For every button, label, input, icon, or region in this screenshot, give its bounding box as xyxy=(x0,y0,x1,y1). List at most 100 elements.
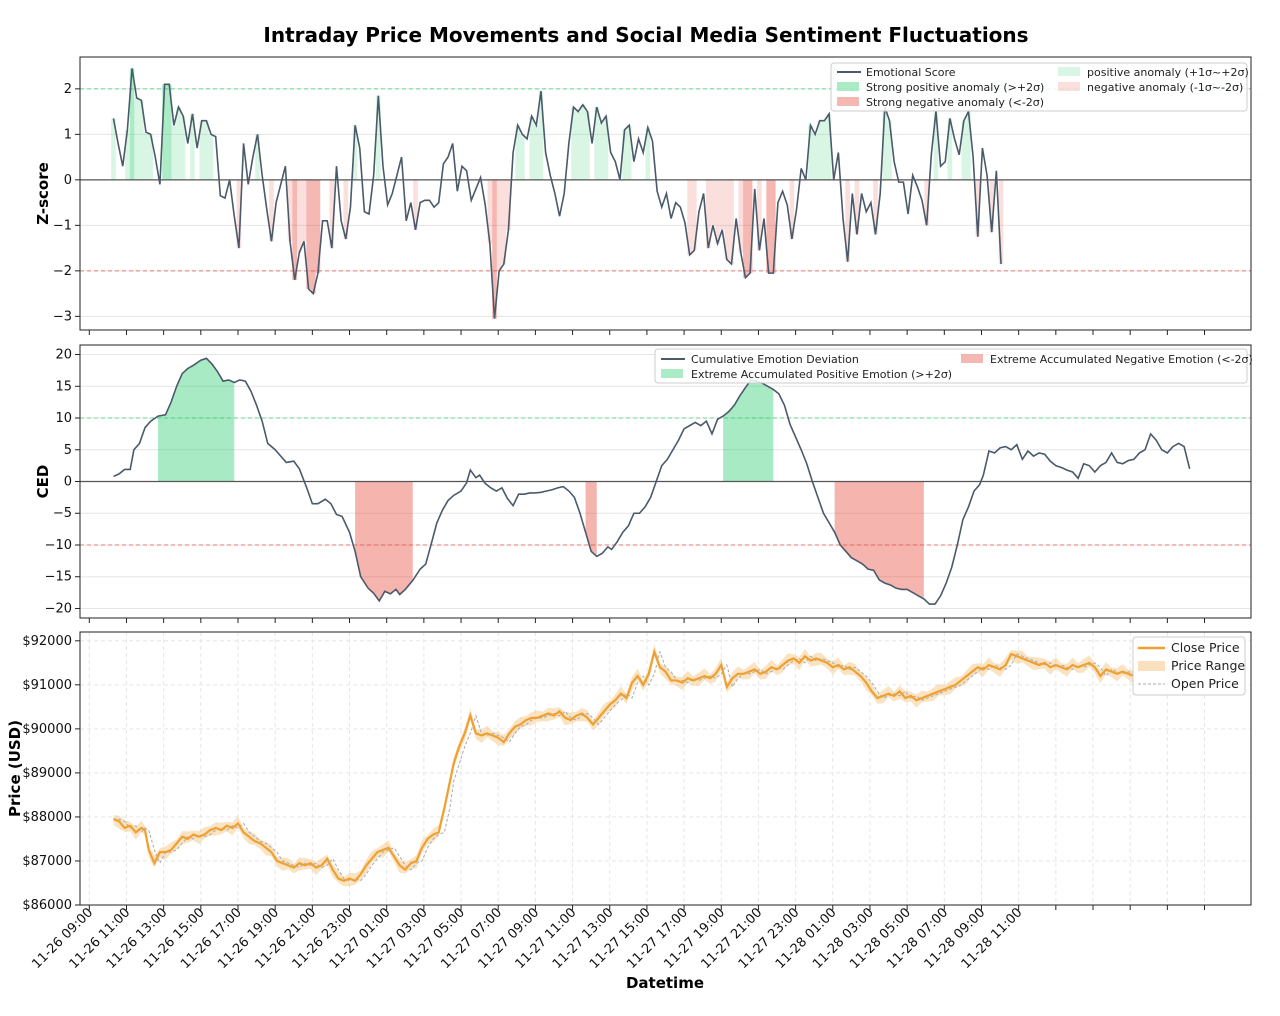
close-price-line xyxy=(113,648,1135,883)
price-legend: Close Price Price Range Open Price xyxy=(1132,636,1246,696)
legend-open-price: Open Price xyxy=(1171,676,1239,691)
anomaly-bar xyxy=(887,120,892,180)
anomaly-bar xyxy=(770,179,776,274)
anomaly-bar xyxy=(287,179,293,242)
emotional-score-line xyxy=(112,68,1002,319)
y-tick-label: 5 xyxy=(64,443,72,458)
legend-swatch-ced-neg xyxy=(961,354,983,363)
anomaly-bar xyxy=(533,125,539,180)
zscore-panel: −3 −2 −1 0 1 2 Z-score xyxy=(34,56,1252,335)
anomaly-bar xyxy=(199,120,205,180)
legend-emotional-score: Emotional Score xyxy=(866,66,956,79)
anomaly-bar xyxy=(724,179,730,260)
y-tick-label: 20 xyxy=(55,348,72,363)
extreme-positive-region xyxy=(158,358,235,482)
y-tick-label: 10 xyxy=(55,411,72,426)
anomaly-bar xyxy=(966,111,971,180)
anomaly-bar xyxy=(487,179,493,244)
y-tick-label: −15 xyxy=(45,570,72,585)
anomaly-bar xyxy=(208,134,214,180)
y-tick-label: −20 xyxy=(45,601,72,616)
anomaly-bar xyxy=(501,179,507,265)
anomaly-bar xyxy=(705,179,711,249)
anomaly-bar xyxy=(171,125,177,180)
anomaly-bar xyxy=(715,179,720,244)
extreme-negative-region xyxy=(355,481,413,601)
anomaly-bar xyxy=(166,84,172,180)
panel-frame xyxy=(79,631,1252,906)
anomaly-bar xyxy=(204,120,209,180)
legend-ced-positive: Extreme Accumulated Positive Emotion (>+… xyxy=(691,368,952,381)
anomaly-bar xyxy=(854,179,860,235)
y-tick-label: 15 xyxy=(55,379,72,394)
anomaly-bar xyxy=(710,179,716,226)
anomaly-bar xyxy=(743,179,748,278)
y-tick-label: $91000 xyxy=(22,678,72,693)
anomaly-bar xyxy=(538,91,544,180)
anomaly-bar xyxy=(129,68,135,180)
anomaly-bar xyxy=(506,179,511,230)
anomaly-bar xyxy=(738,179,744,253)
anomaly-bar xyxy=(747,179,753,274)
anomaly-bar xyxy=(580,104,586,180)
price-panel: $86000 $87000 $88000 $89000 $90000 $91000 $920… xyxy=(6,631,1252,913)
y-tick-label: −2 xyxy=(53,264,72,279)
anomaly-bar xyxy=(180,116,186,180)
x-axis-label: Datetime xyxy=(626,974,704,992)
open-price-line xyxy=(113,650,1135,882)
extreme-negative-region xyxy=(834,481,924,599)
anomaly-bar xyxy=(329,179,335,249)
ced-panel: −20 −15 −10 −5 0 5 10 15 20 CED xyxy=(34,344,1252,623)
y-axis-label: CED xyxy=(34,465,52,499)
anomaly-bar xyxy=(310,179,316,294)
legend-swatch-range xyxy=(1138,661,1165,671)
panel-frame xyxy=(79,344,1252,619)
anomaly-bar xyxy=(961,120,967,180)
anomaly-bar xyxy=(269,179,274,242)
anomaly-bar xyxy=(817,120,823,180)
anomaly-bar xyxy=(520,134,525,180)
anomaly-bar xyxy=(808,125,813,180)
anomaly-bar xyxy=(315,179,321,274)
extreme-negative-region xyxy=(585,481,597,557)
price-range-band xyxy=(113,644,1134,887)
legend-swatch-ced-pos xyxy=(661,369,683,378)
legend-swatch-pos xyxy=(1058,67,1080,76)
anomaly-bar xyxy=(687,179,692,255)
legend-negative-anomaly: negative anomaly (-1σ~-2σ) xyxy=(1087,81,1243,94)
y-tick-label: $86000 xyxy=(22,898,72,913)
y-axis-label: Z-score xyxy=(34,162,52,225)
anomaly-bar xyxy=(496,179,502,271)
anomaly-bar xyxy=(301,179,307,242)
chart-title: Intraday Price Movements and Social Medi… xyxy=(263,23,1028,47)
anomaly-bar xyxy=(594,107,600,180)
y-tick-label: $90000 xyxy=(22,722,72,737)
anomaly-bar xyxy=(162,84,167,180)
y-tick-label: −1 xyxy=(53,218,72,233)
anomaly-bar xyxy=(626,125,632,180)
y-tick-label: −10 xyxy=(45,538,72,553)
y-tick-label: −5 xyxy=(53,506,72,521)
anomaly-bar xyxy=(575,111,581,180)
anomaly-bar xyxy=(719,179,725,230)
anomaly-bar xyxy=(148,134,153,180)
anomaly-bar xyxy=(297,179,302,253)
anomaly-bar xyxy=(924,179,929,226)
anomaly-bar xyxy=(933,111,939,180)
anomaly-bar xyxy=(343,179,349,239)
anomaly-bar xyxy=(766,179,771,274)
anomaly-bar xyxy=(599,122,604,180)
anomaly-bar xyxy=(111,118,116,180)
anomaly-bar xyxy=(571,107,576,180)
legend-ced: Cumulative Emotion Deviation xyxy=(691,353,859,366)
anomaly-bar xyxy=(882,107,888,180)
zscore-legend: Emotional Score Strong positive anomaly … xyxy=(830,62,1249,112)
legend-close-price: Close Price xyxy=(1171,640,1240,655)
y-axis-label: Price (USD) xyxy=(6,720,24,817)
anomaly-bar xyxy=(622,129,627,180)
anomaly-bar xyxy=(139,100,144,180)
y-tick-label: 1 xyxy=(64,127,72,142)
anomaly-bar xyxy=(603,116,609,180)
